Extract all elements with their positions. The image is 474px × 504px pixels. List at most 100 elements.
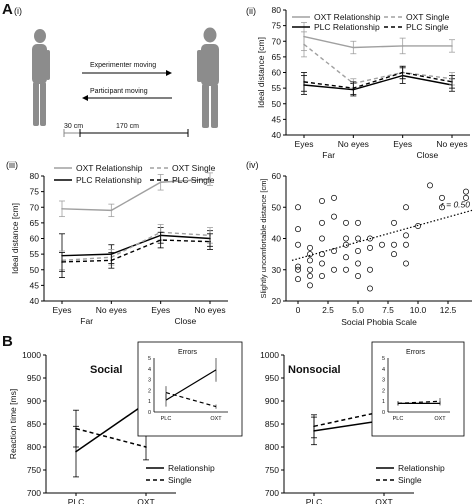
distance-diagram: Experimenter moving Participant moving 3… <box>32 27 219 137</box>
y-tick-label: 800 <box>265 442 279 452</box>
y-axis-label: Slightly uncomfortable distance [cm] <box>259 178 268 298</box>
scatter-point <box>343 254 349 261</box>
experimenter-label: Experimenter moving <box>90 62 156 69</box>
data-point <box>61 208 63 210</box>
x-tick-label: PLC <box>306 497 323 504</box>
x-tick-label: 10.0 <box>410 305 427 315</box>
data-point <box>303 43 305 46</box>
y-tick-label: 800 <box>27 442 41 452</box>
y-tick-label: 80 <box>30 171 40 181</box>
scatter-point <box>391 219 397 226</box>
x-tick-label: No eyes <box>96 305 127 315</box>
data-point <box>352 46 355 49</box>
series-line-0 <box>75 402 147 453</box>
inset-y-tick: 1 <box>382 399 385 405</box>
inset-y-tick: 1 <box>148 399 151 405</box>
data-point <box>209 178 211 180</box>
scatter-point <box>427 182 433 189</box>
data-point <box>451 45 453 47</box>
panel-label-iii: (iii) <box>6 160 18 170</box>
x-tick-label: 12.5 <box>440 305 457 315</box>
x-tick-label: No eyes <box>194 305 225 315</box>
x-tick-label: Eyes <box>393 139 412 149</box>
data-point <box>352 87 355 89</box>
legend-entry: OXT Relationship <box>76 163 143 173</box>
legend-entry: OXT Relationship <box>314 12 381 22</box>
data-point <box>313 425 315 428</box>
y-tick-label: 50 <box>272 99 282 109</box>
data-point <box>209 240 211 243</box>
scatter-point <box>379 241 385 248</box>
trend-line <box>291 209 473 261</box>
inset-errors-social: Errors 0 1 2 3 4 5 PLC OXT <box>137 341 243 437</box>
scatter-point <box>343 266 349 273</box>
legend-entry: Single <box>168 475 192 485</box>
scatter-point <box>355 248 361 254</box>
y-tick-label: 60 <box>272 68 282 78</box>
scatter-point <box>295 266 301 273</box>
inset-title: Errors <box>406 349 426 356</box>
legend-entry: Relationship <box>398 463 445 473</box>
scatter-point <box>367 244 373 251</box>
chart-title: Social <box>90 364 122 376</box>
legend-entry: PLC Single <box>172 175 215 185</box>
y-tick-label: 50 <box>272 202 282 212</box>
participant-label: Participant moving <box>90 88 148 95</box>
y-tick-label: 750 <box>27 465 41 475</box>
legend-entry: PLC Relationship <box>76 175 142 185</box>
legend-entry: OXT Single <box>172 163 216 173</box>
scatter-point <box>355 260 361 267</box>
data-point <box>75 450 77 453</box>
series-line-2 <box>61 231 211 262</box>
scatter-point <box>307 251 313 258</box>
y-tick-label: 65 <box>272 52 282 62</box>
y-tick-label: 60 <box>272 171 282 181</box>
chart-iv: 20 30 40 50 60 0 2.5 5.0 7.5 10.0 12.5 Social Phobi… <box>259 171 473 327</box>
x-tick-label: OXT <box>137 497 154 504</box>
scatter-point <box>463 194 469 201</box>
scatter-point <box>403 241 409 248</box>
scatter-point <box>295 263 301 270</box>
y-axis-label: Ideal distance [cm] <box>256 37 266 108</box>
scatter-point <box>307 273 313 279</box>
scatter-point <box>463 188 469 195</box>
female-figure-icon <box>32 29 50 126</box>
scatter-point <box>307 244 313 251</box>
series-line-2 <box>303 43 453 85</box>
x-group-label: Close <box>174 316 196 326</box>
x-tick-label: Eyes <box>295 139 314 149</box>
inset-x-tick: OXT <box>434 416 446 422</box>
panel-label-A: A <box>2 1 13 18</box>
scatter-point <box>319 260 325 267</box>
scatter-point <box>307 266 313 273</box>
chart-nonsocial: 700 750 800 850 900 950 1000 PLC OXT Nonsocial Rel… <box>260 341 465 504</box>
data-point <box>145 446 147 448</box>
legend-entry: PLC Relationship <box>314 22 380 32</box>
y-tick-label: 850 <box>265 419 279 429</box>
data-point <box>159 181 162 184</box>
inset-series-line <box>397 400 441 404</box>
male-figure-icon <box>197 27 219 128</box>
inset-y-tick: 5 <box>382 356 385 362</box>
y-tick-label: 75 <box>30 187 40 197</box>
scatter-point <box>343 235 349 242</box>
y-tick-label: 50 <box>30 265 40 275</box>
distance-30cm-label: 30 cm <box>64 123 83 130</box>
scatter-point <box>331 213 337 220</box>
chart-ii: 40 45 50 55 60 65 70 75 80 Eyes No eyes Eyes No eyes… <box>256 5 470 160</box>
scatter-point <box>319 251 325 258</box>
x-tick-label: 7.5 <box>382 305 394 315</box>
legend-entry: PLC Single <box>406 22 449 32</box>
y-tick-label: 950 <box>265 373 279 383</box>
series-line-0 <box>61 178 211 212</box>
scatter-point <box>367 266 373 273</box>
y-tick-label: 45 <box>30 280 40 290</box>
scatter-point <box>343 219 349 226</box>
scatter-point <box>331 194 337 201</box>
scatter-point <box>355 273 361 279</box>
inset-errors-nonsocial: Errors 0 1 2 3 4 5 PLC OXT <box>371 341 465 437</box>
y-tick-label: 55 <box>30 249 40 259</box>
scatter-point <box>403 204 409 211</box>
y-tick-label: 40 <box>30 296 40 306</box>
